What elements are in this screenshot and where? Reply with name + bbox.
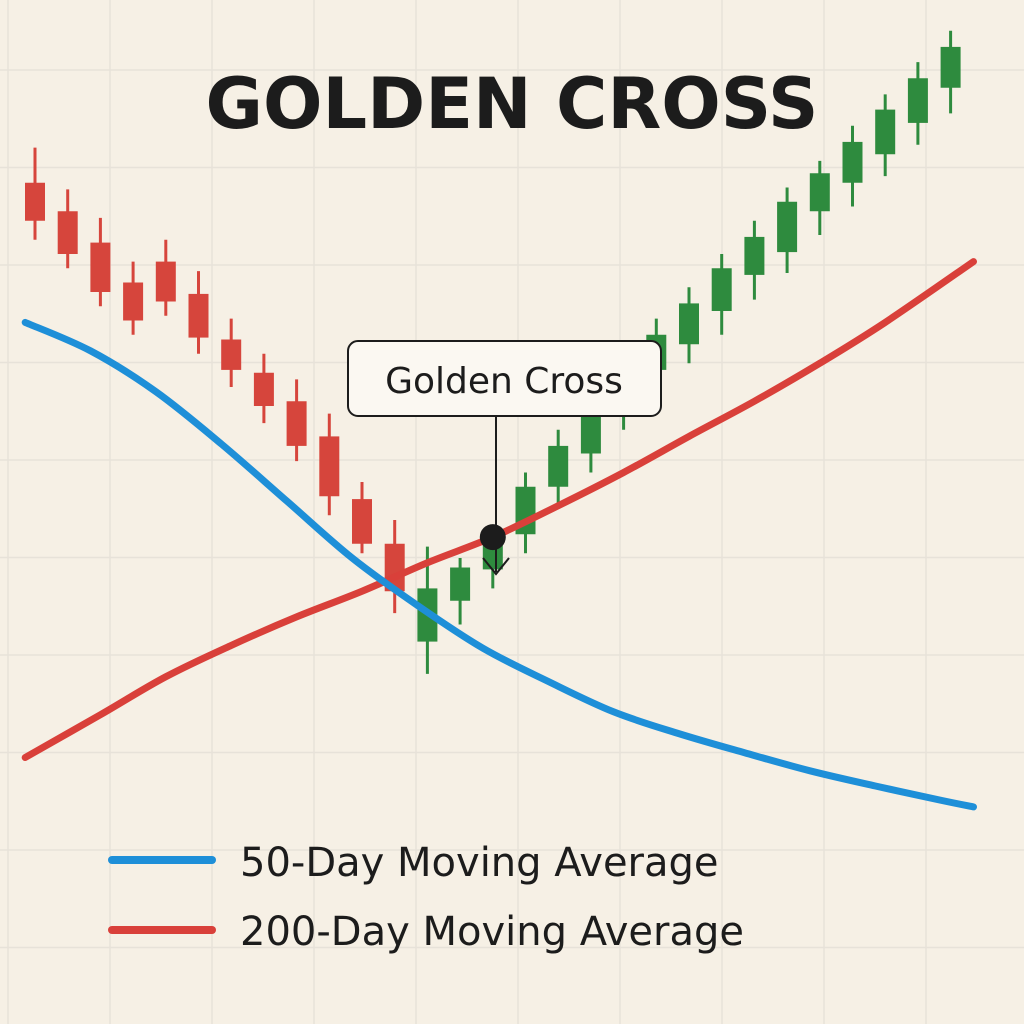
candle-body <box>777 201 798 253</box>
candle-body <box>352 499 372 544</box>
candle-body <box>25 182 45 221</box>
candlestick <box>875 94 896 177</box>
candlestick <box>842 125 863 207</box>
candlestick <box>253 353 274 424</box>
candle-body <box>155 261 176 302</box>
chart-title: GOLDEN CROSS <box>206 63 819 145</box>
candlestick <box>384 520 405 614</box>
golden-cross-annotation: Golden Cross <box>347 340 662 576</box>
candlestick <box>744 220 765 300</box>
candlestick <box>221 318 242 387</box>
candlestick <box>679 287 699 364</box>
candle-body <box>580 413 601 454</box>
candle-body <box>842 141 863 183</box>
candlestick <box>188 271 209 354</box>
candlestick <box>711 254 732 335</box>
candlestick <box>90 217 111 307</box>
annotation-box <box>347 340 662 417</box>
candlestick <box>352 482 372 554</box>
candlestick <box>155 239 176 316</box>
candle-body <box>940 46 961 88</box>
candlestick <box>940 30 961 114</box>
candle-body <box>744 236 765 275</box>
candle-body <box>221 339 242 370</box>
candle-body <box>253 372 274 406</box>
annotation-label: Golden Cross <box>385 361 623 402</box>
candlestick <box>907 62 928 145</box>
candle-body <box>90 242 111 292</box>
candles <box>25 30 961 674</box>
candlestick <box>450 558 471 625</box>
ma50-line <box>21 318 977 811</box>
candlestick <box>286 379 307 462</box>
candle-body <box>679 303 699 345</box>
candle-body <box>711 268 732 311</box>
annotation-arrowhead <box>482 557 510 576</box>
legend-ma200-label: 200-Day Moving Average <box>240 909 744 955</box>
candle-body <box>907 78 928 123</box>
candle-body <box>875 109 896 155</box>
candlestick <box>809 160 830 235</box>
candlestick <box>123 261 144 335</box>
candlestick <box>25 147 45 240</box>
cross-point-marker <box>479 524 506 551</box>
candle-body <box>809 173 830 212</box>
legend-ma50-label: 50-Day Moving Average <box>240 840 719 886</box>
candle-body <box>548 445 569 487</box>
candlestick <box>319 413 340 516</box>
candle-body <box>57 211 78 254</box>
candlestick <box>777 187 798 273</box>
candle-body <box>450 567 471 601</box>
candlestick <box>548 429 569 509</box>
candle-body <box>319 436 340 497</box>
candle-body <box>188 293 209 338</box>
legend: 50-Day Moving Average 200-Day Moving Ave… <box>108 840 744 955</box>
ma200-line <box>21 258 977 761</box>
candlestick <box>57 189 78 269</box>
candle-body <box>123 282 144 321</box>
candle-body <box>286 401 307 446</box>
